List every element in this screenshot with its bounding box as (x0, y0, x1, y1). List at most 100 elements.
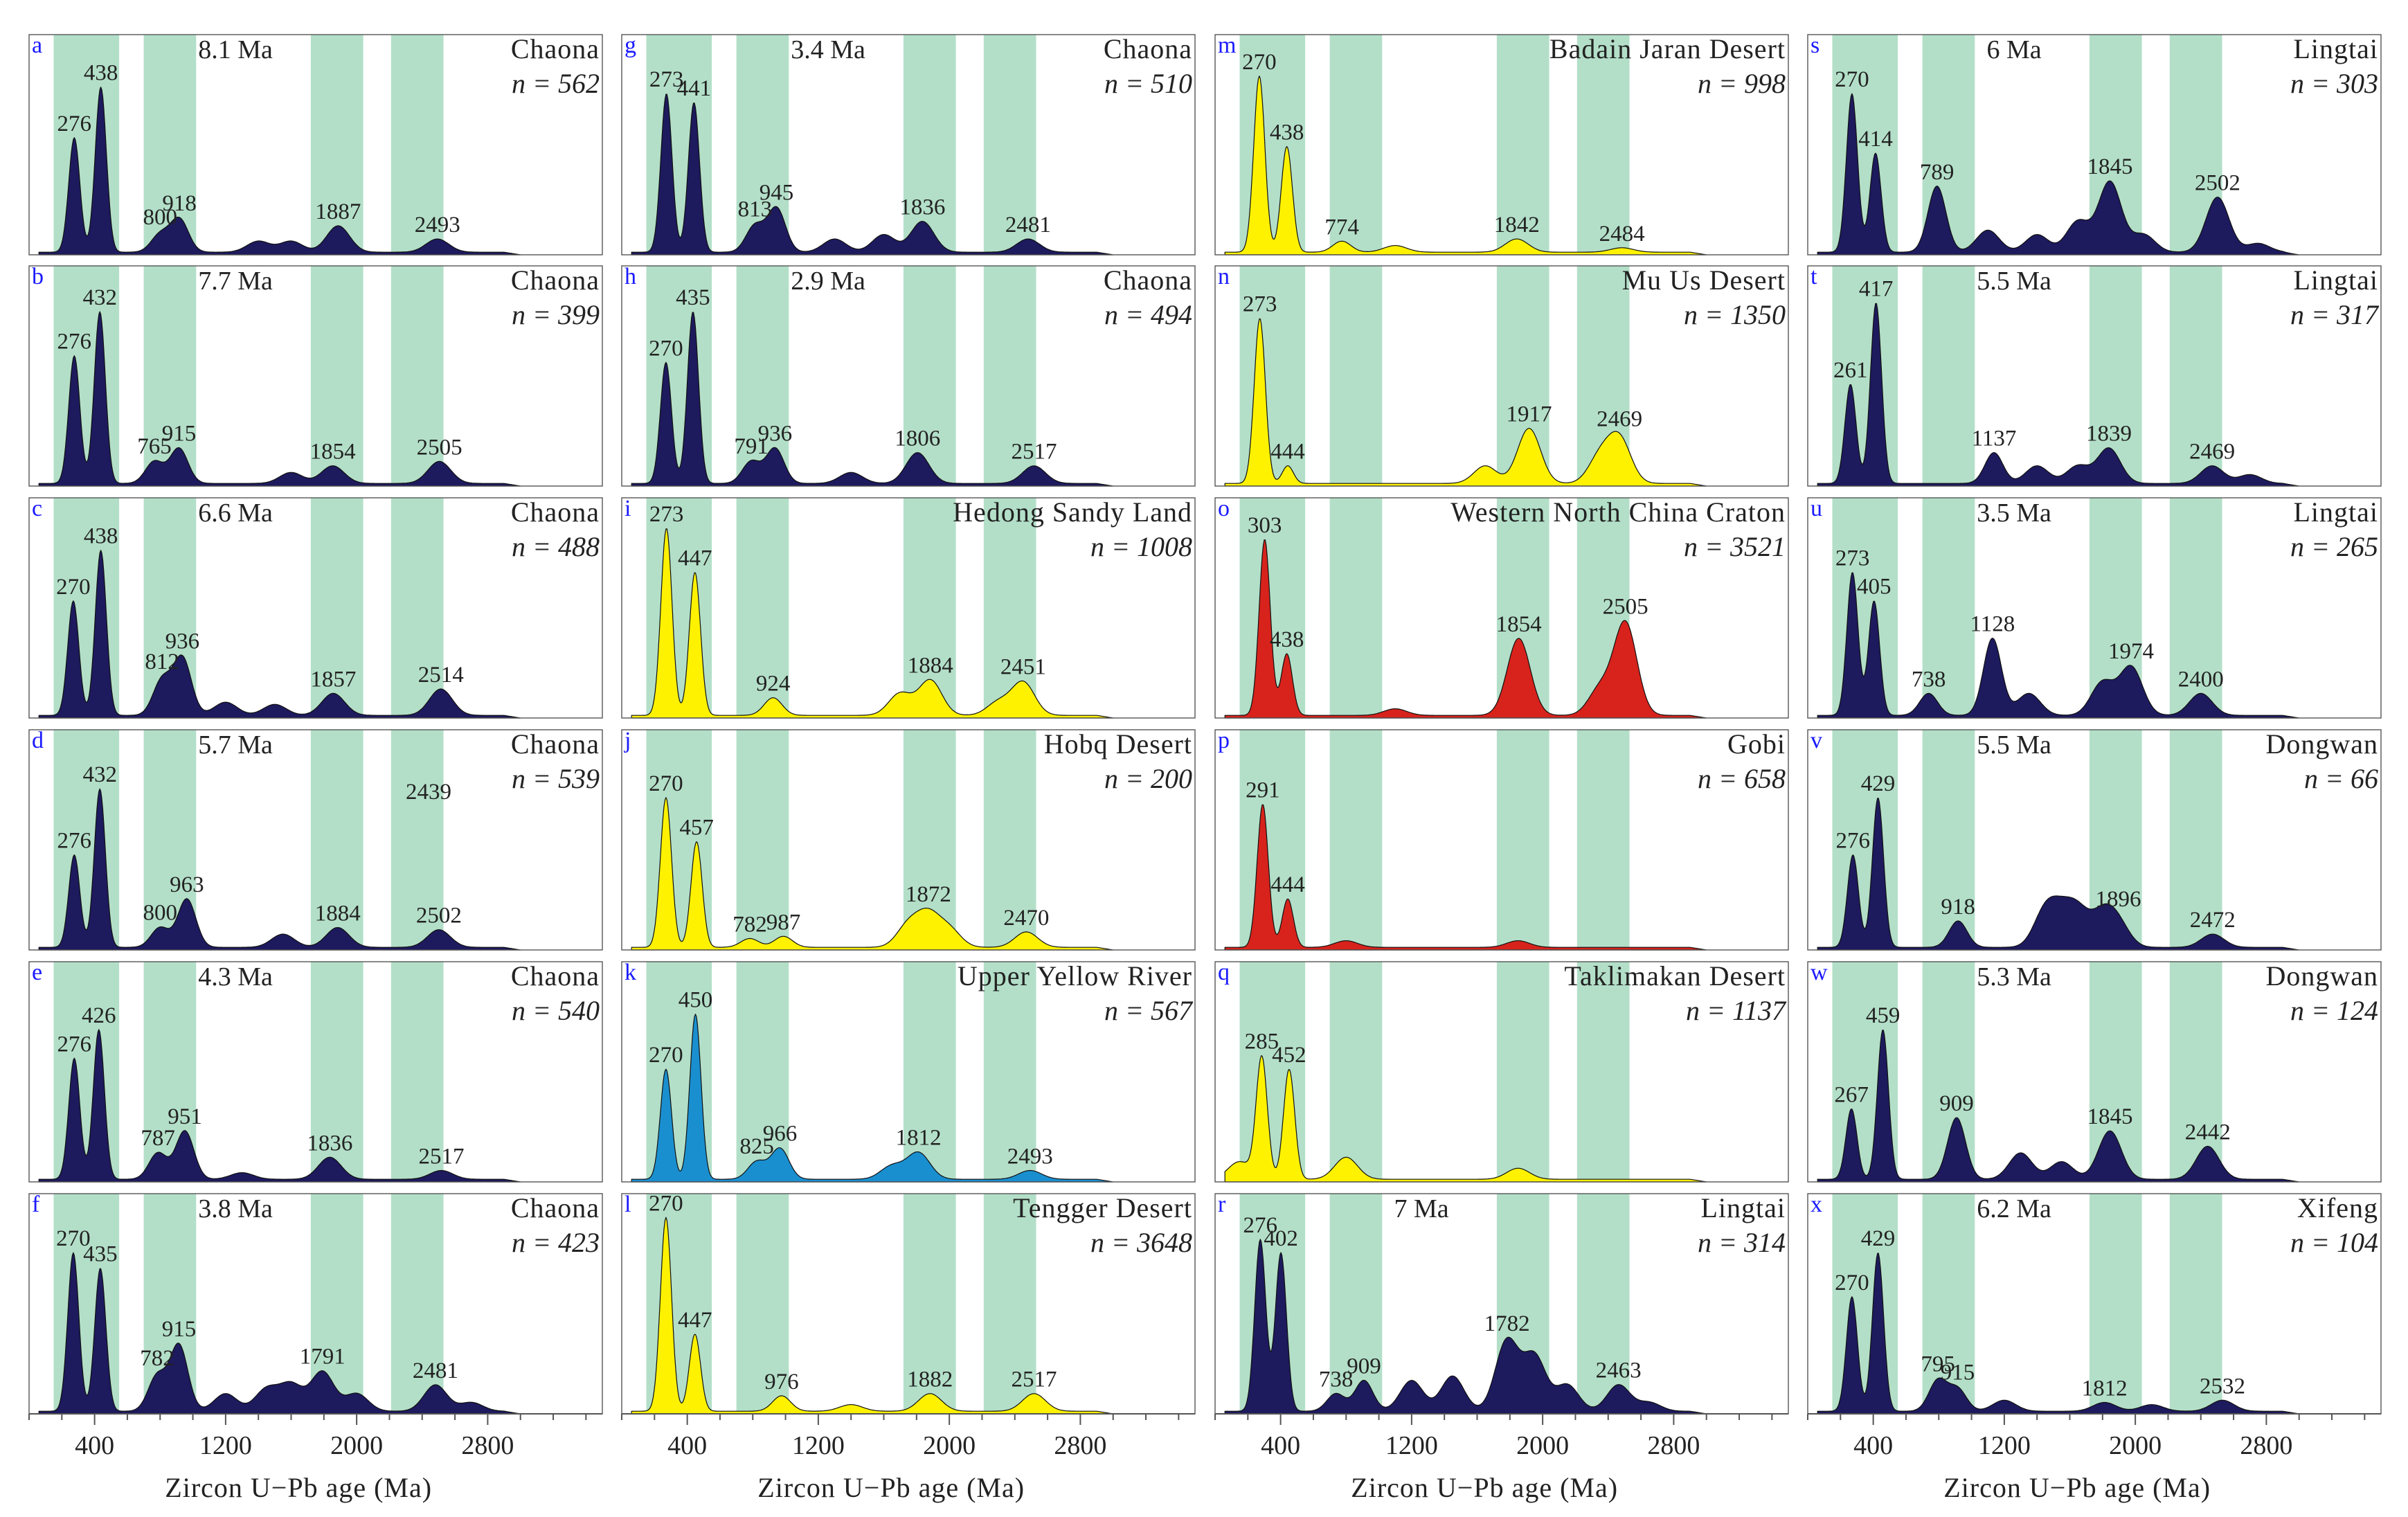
sample-age: 7.7 Ma (198, 267, 273, 296)
site-name: Gobi (1727, 728, 1786, 760)
site-name: Hedong Sandy Land (953, 496, 1192, 528)
peak-label: 270 (56, 575, 91, 600)
panel-frame (621, 729, 1196, 951)
peak-label: 918 (1941, 895, 1975, 919)
panel-v (1807, 729, 2382, 951)
peak-label: 2481 (1005, 213, 1051, 237)
peak-label: 261 (1833, 358, 1868, 383)
site-name: Xifeng (2297, 1192, 2378, 1223)
density-curve (1224, 1055, 1707, 1183)
site-name: Hobq Desert (1044, 728, 1192, 760)
peak-label: 2517 (1011, 440, 1057, 465)
peak-label: 918 (162, 191, 197, 216)
peak-label: 447 (678, 546, 712, 571)
peak-label: 945 (760, 180, 794, 205)
peak-label: 2469 (1597, 407, 1642, 432)
density-curve (631, 312, 1114, 487)
sample-count: n = 317 (2290, 299, 2380, 330)
peak-label: 438 (1270, 627, 1304, 652)
x-tick-label: 400 (1261, 1431, 1300, 1460)
peak-label: 270 (649, 771, 683, 796)
peak-label: 438 (84, 61, 118, 86)
peak-label: 2517 (1011, 1367, 1057, 1392)
peak-label: 2514 (418, 663, 464, 688)
density-curve (1817, 1030, 2300, 1183)
density-curve (1224, 539, 1707, 719)
panel-l (621, 1193, 1196, 1425)
panel-letter: i (625, 496, 631, 521)
panel-letter: j (624, 728, 631, 753)
panel-frame (1214, 961, 1789, 1183)
peak-label: 909 (1939, 1091, 1974, 1116)
panel-j (621, 729, 1196, 951)
age-band (983, 266, 1036, 486)
sample-count: n = 1008 (1090, 531, 1192, 562)
age-band (53, 962, 120, 1182)
peak-label: 270 (56, 1226, 91, 1251)
peak-label: 303 (1248, 513, 1282, 538)
sample-count: n = 539 (512, 763, 600, 794)
panel-letter: n (1218, 264, 1230, 289)
peak-label: 2517 (418, 1144, 464, 1169)
peak-label: 787 (141, 1126, 175, 1151)
site-name: Tengger Desert (1013, 1192, 1192, 1223)
panel-w (1807, 961, 2382, 1183)
age-band (736, 266, 789, 486)
peak-label: 432 (82, 285, 117, 310)
site-name: Western North China Craton (1450, 496, 1786, 528)
sample-age: 6 Ma (1987, 35, 2042, 64)
site-name: Taklimakan Desert (1564, 960, 1786, 991)
peak-label: 426 (82, 1003, 116, 1028)
peak-label: 966 (763, 1122, 798, 1147)
peak-label: 1884 (908, 653, 953, 678)
age-band (2169, 498, 2222, 718)
panel-letter: c (32, 496, 42, 521)
peak-label: 291 (1246, 778, 1280, 802)
panel-letter: e (32, 960, 42, 985)
x-tick-label: 1200 (199, 1431, 252, 1460)
age-band (1496, 962, 1549, 1182)
x-tick-label: 2000 (330, 1431, 383, 1460)
peak-label: 276 (57, 1032, 92, 1057)
density-curve (1224, 318, 1707, 487)
panel-frame (621, 961, 1196, 1183)
age-band (903, 35, 956, 255)
site-name: Chaona (1104, 264, 1192, 296)
site-name: Chaona (511, 33, 600, 64)
peak-label: 825 (739, 1134, 774, 1159)
panel-u (1807, 497, 2382, 719)
peak-label: 2442 (2185, 1120, 2231, 1145)
peak-label: 800 (143, 901, 178, 926)
age-band (983, 1194, 1036, 1414)
sample-age: 6.6 Ma (198, 499, 273, 528)
peak-label: 1917 (1507, 402, 1552, 427)
site-name: Lingtai (2293, 264, 2378, 296)
peak-label: 936 (758, 421, 793, 446)
sample-count: n = 124 (2290, 995, 2378, 1026)
peak-label: 273 (1243, 292, 1277, 317)
sample-count: n = 104 (2290, 1227, 2378, 1258)
panel-letter: v (1811, 728, 1822, 753)
site-name: Chaona (1104, 33, 1192, 64)
peak-label: 2439 (406, 780, 451, 805)
peak-label: 795 (1921, 1352, 1955, 1377)
peak-label: 267 (1834, 1082, 1869, 1107)
sample-count: n = 314 (1698, 1227, 1786, 1258)
panel-d (28, 729, 603, 951)
panel-letter: s (1811, 33, 1820, 58)
peak-label: 1845 (2087, 154, 2132, 179)
density-curve (38, 1029, 521, 1183)
peak-label: 1842 (1494, 213, 1540, 237)
site-name: Mu Us Desert (1622, 264, 1786, 296)
peak-label: 1812 (2082, 1376, 2128, 1401)
peak-label: 429 (1861, 771, 1896, 796)
density-curve (38, 550, 521, 719)
peak-label: 915 (162, 422, 197, 447)
peak-label: 438 (84, 524, 118, 549)
x-tick-label: 1200 (1978, 1431, 2031, 1460)
age-band (1922, 730, 1975, 950)
peak-label: 791 (734, 434, 769, 459)
sample-count: n = 567 (1104, 995, 1194, 1026)
x-axis-label: Zircon U−Pb age (Ma) (757, 1472, 1025, 1503)
age-band (1576, 730, 1630, 950)
